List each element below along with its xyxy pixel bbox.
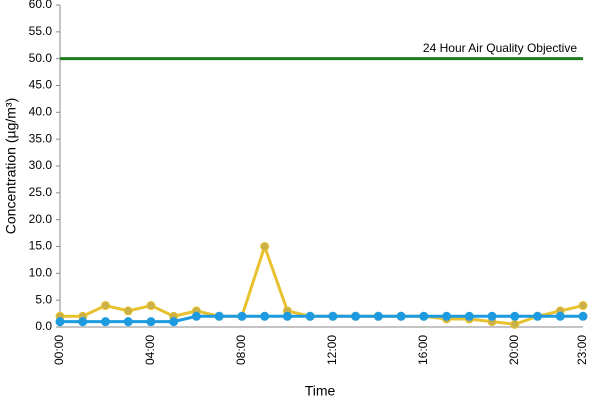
data-point — [510, 311, 520, 321]
data-point — [351, 311, 361, 321]
y-tick-label: 20.0 — [29, 212, 53, 226]
data-point — [78, 317, 88, 327]
x-tick-label: 12:00 — [325, 335, 339, 365]
data-point — [396, 311, 406, 321]
x-tick-label: 20:00 — [507, 335, 521, 365]
y-tick-label: 0.0 — [35, 319, 52, 333]
data-point — [260, 242, 270, 251]
data-point — [578, 311, 588, 321]
data-point — [191, 311, 201, 321]
data-point — [373, 311, 383, 321]
data-point — [146, 301, 156, 311]
objective-label: 24 Hour Air Quality Objective — [423, 41, 577, 55]
data-point — [419, 311, 429, 321]
y-tick-label: 40.0 — [29, 105, 53, 119]
y-tick-label: 50.0 — [29, 51, 53, 65]
data-point — [123, 317, 133, 327]
series-line — [60, 314, 583, 324]
data-point — [55, 317, 65, 327]
data-point — [305, 311, 315, 321]
y-tick-label: 25.0 — [29, 185, 53, 199]
y-tick-label: 45.0 — [29, 78, 53, 92]
data-point — [487, 311, 497, 321]
y-tick-label: 55.0 — [29, 24, 53, 38]
data-point — [214, 311, 224, 321]
data-point — [510, 319, 520, 329]
data-point — [100, 301, 110, 311]
x-tick-label: 00:00 — [52, 335, 66, 365]
data-point — [100, 317, 110, 327]
series-line — [60, 241, 584, 326]
data-point — [169, 317, 179, 327]
y-tick-label: 30.0 — [29, 158, 53, 172]
x-tick-label: 04:00 — [143, 335, 157, 365]
data-point — [442, 311, 452, 321]
data-point — [123, 306, 133, 316]
data-point — [555, 311, 565, 321]
data-point — [282, 311, 292, 321]
y-tick-label: 15.0 — [29, 239, 53, 253]
data-point — [237, 311, 247, 321]
data-point — [578, 301, 588, 311]
data-point — [146, 317, 156, 327]
x-tick-label: 16:00 — [416, 335, 430, 365]
data-point — [533, 311, 543, 321]
y-tick-label: 35.0 — [29, 131, 53, 145]
x-tick-label: 23:00 — [575, 335, 589, 365]
data-point — [328, 311, 338, 321]
y-tick-label: 60.0 — [29, 0, 53, 11]
data-point — [464, 311, 474, 321]
y-tick-label: 5.0 — [35, 292, 52, 306]
y-tick-label: 10.0 — [29, 266, 53, 280]
x-tick-label: 08:00 — [234, 335, 248, 365]
data-point — [260, 311, 270, 321]
x-axis-label: Time — [305, 383, 336, 399]
y-axis-label: Concentration (µg/m³) — [3, 98, 19, 234]
